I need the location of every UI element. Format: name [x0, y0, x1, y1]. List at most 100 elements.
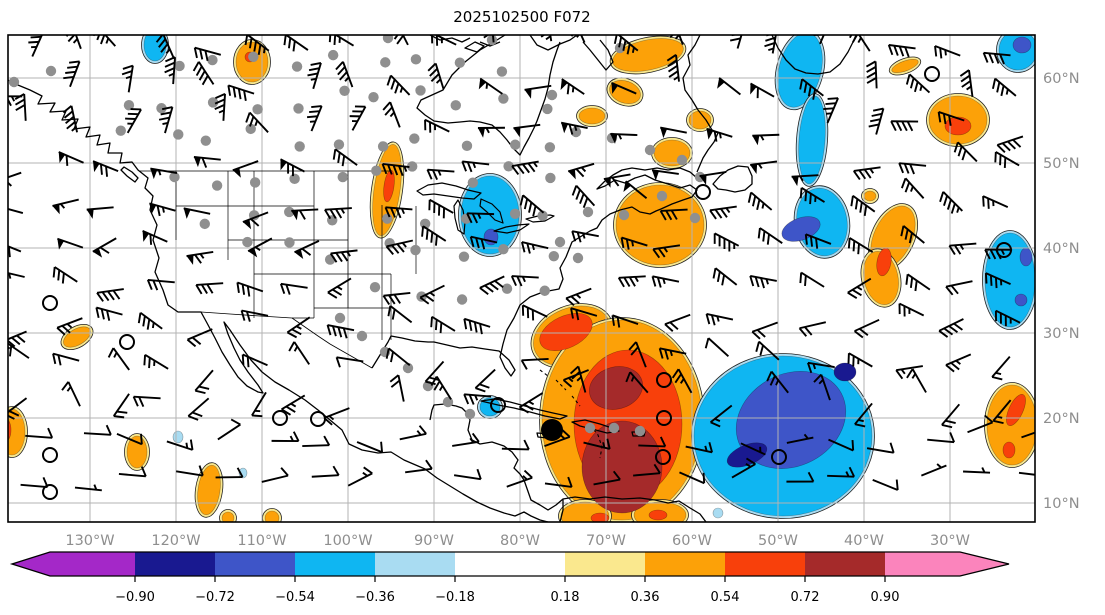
- barb-staff: [635, 341, 647, 368]
- barb-pennant: [93, 161, 100, 173]
- barb-staff: [386, 239, 414, 248]
- barb-half: [799, 175, 804, 182]
- barb-full: [341, 155, 346, 167]
- barb-full: [996, 81, 1001, 93]
- barb-staff: [127, 65, 134, 93]
- barb-half: [673, 75, 679, 81]
- barb-half: [66, 386, 72, 392]
- barb-staff: [172, 57, 176, 85]
- barb-pennant: [232, 167, 241, 178]
- barb-full: [954, 244, 962, 255]
- barb-full: [335, 252, 343, 263]
- barb-half: [981, 467, 986, 473]
- barb-full: [950, 203, 956, 214]
- barb-full: [565, 297, 575, 307]
- barb-full: [540, 25, 548, 31]
- barb-full: [950, 284, 959, 295]
- barb-full: [611, 315, 615, 326]
- open-station-circle: [119, 334, 135, 350]
- barb-staff: [429, 198, 454, 214]
- wind-barb: [521, 241, 549, 254]
- barb-full: [380, 441, 384, 453]
- barb-full: [161, 106, 173, 111]
- barb-full: [993, 419, 1004, 425]
- barb-staff: [575, 184, 596, 207]
- contour-region: [1014, 293, 1028, 307]
- barb-full: [433, 380, 441, 391]
- barb-full: [804, 234, 808, 245]
- wind-barb: [62, 105, 78, 133]
- station-dot: [249, 177, 261, 188]
- wind-barb: [849, 35, 871, 52]
- barb-full: [532, 205, 537, 217]
- barb-full: [937, 111, 942, 123]
- barb-full: [756, 199, 761, 211]
- barb-full: [483, 26, 492, 32]
- barb-staff: [709, 404, 733, 423]
- barb-full: [527, 162, 536, 173]
- barb-full: [426, 169, 433, 180]
- lon-tick-label: 100°W: [323, 533, 372, 549]
- wind-barb: [565, 287, 592, 307]
- barb-full: [283, 35, 287, 46]
- barb-half: [362, 471, 368, 477]
- wind-barb: [121, 64, 134, 93]
- barb-staff: [20, 483, 48, 488]
- barb-staff: [941, 403, 961, 426]
- barb-staff: [251, 391, 267, 416]
- barb-full: [521, 241, 526, 253]
- barb-full: [887, 44, 894, 56]
- wind-barb: [393, 35, 409, 46]
- barb-staff: [405, 467, 433, 474]
- barb-full: [853, 330, 864, 339]
- barb-full: [0, 271, 1, 281]
- barb-staff: [945, 353, 972, 366]
- barb-full: [628, 276, 636, 287]
- wind-barb: [799, 78, 824, 100]
- barb-full: [430, 375, 438, 387]
- barb-staff: [67, 381, 81, 407]
- barb-staff: [176, 470, 203, 477]
- open-station-circle: [656, 410, 672, 426]
- barb-full: [905, 274, 909, 285]
- coastline-yucatan-central-america: [429, 403, 564, 511]
- barb-full: [195, 65, 203, 77]
- barb-staff: [874, 61, 878, 89]
- barb-full: [815, 238, 819, 249]
- station-dot: [572, 252, 584, 264]
- barb-full: [138, 396, 145, 407]
- barb-half: [745, 463, 752, 468]
- barb-half: [346, 251, 351, 257]
- barb-full: [65, 23, 72, 31]
- barb-full: [335, 356, 341, 368]
- barb-full: [705, 313, 711, 325]
- barb-full: [158, 116, 170, 121]
- barb-full: [576, 231, 582, 243]
- barb-staff: [310, 105, 323, 132]
- barb-full: [328, 35, 332, 43]
- wind-barb: [887, 44, 916, 58]
- wind-barb: [0, 271, 25, 281]
- barb-full: [241, 284, 246, 295]
- wind-barb: [194, 369, 214, 395]
- barb-full: [751, 195, 757, 207]
- barb-full: [523, 439, 530, 450]
- barb-staff: [479, 275, 505, 289]
- contour-region: [197, 464, 221, 516]
- open-station-circle: [996, 242, 1012, 258]
- open-station-circle: [924, 66, 940, 82]
- barb-full: [848, 466, 855, 478]
- barb-full: [148, 357, 151, 369]
- barb-staff: [222, 93, 226, 121]
- barb-half: [113, 352, 118, 358]
- barb-half: [995, 371, 1002, 376]
- barb-half: [718, 132, 722, 139]
- barb-staff: [470, 235, 498, 244]
- barb-staff: [577, 366, 587, 393]
- barb-half: [389, 111, 395, 118]
- station-dot: [509, 208, 521, 219]
- barb-staff: [147, 278, 175, 284]
- wind-barb: [387, 305, 413, 324]
- barb-full: [904, 229, 909, 240]
- barb-full: [425, 229, 429, 240]
